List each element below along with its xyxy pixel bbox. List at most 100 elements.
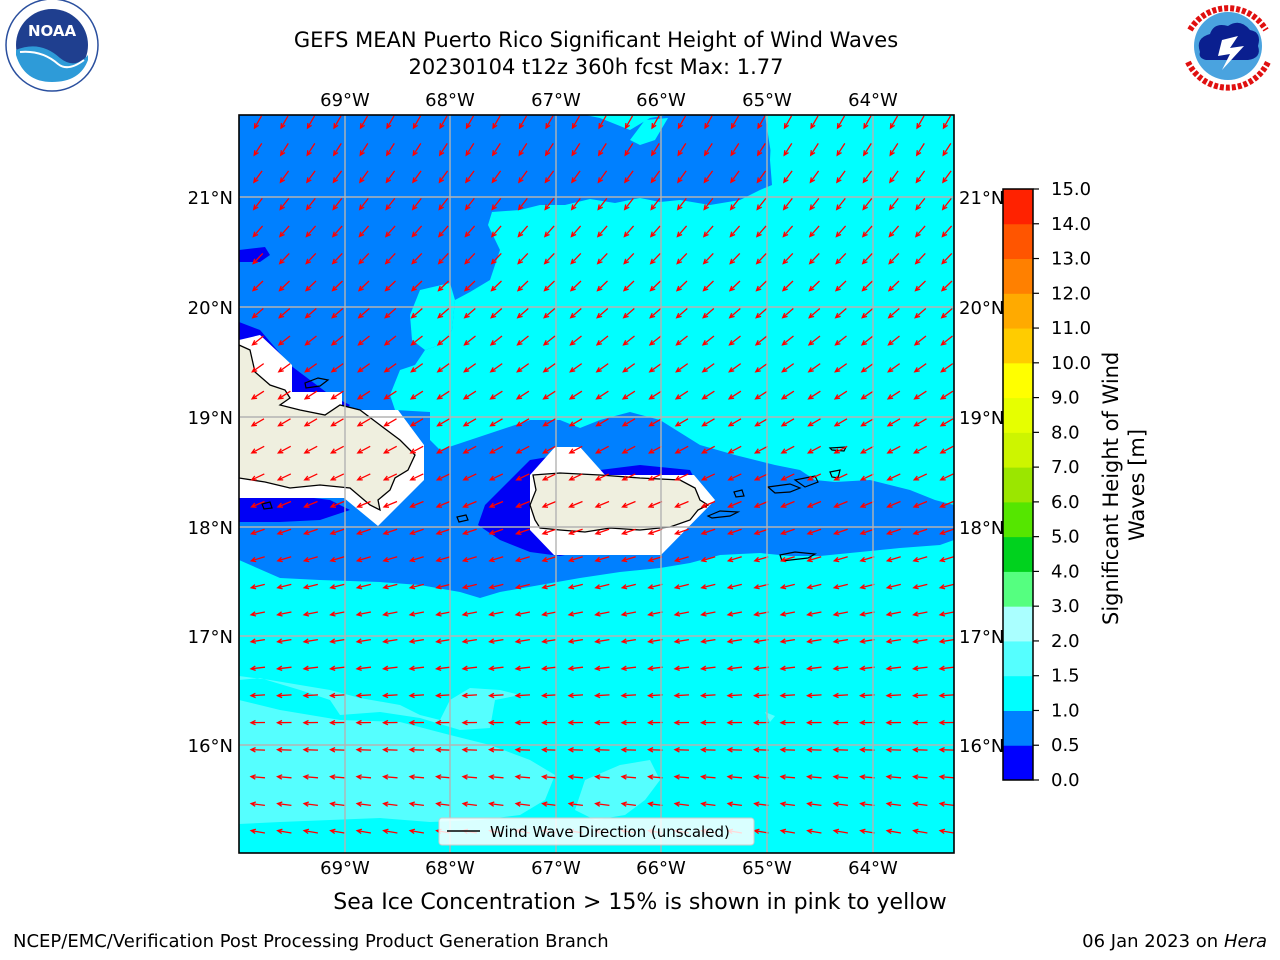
wind-wave-arrow xyxy=(435,500,451,508)
wind-wave-arrow xyxy=(357,363,371,373)
wind-wave-arrow xyxy=(253,143,263,157)
wind-wave-arrow xyxy=(276,611,292,617)
footer-machine: Hera xyxy=(1223,931,1267,952)
wind-wave-arrow xyxy=(412,170,422,184)
wind-wave-arrow xyxy=(885,774,902,780)
wind-wave-arrow xyxy=(276,747,292,753)
wind-wave-arrow xyxy=(302,801,318,807)
wind-wave-arrow xyxy=(647,747,663,753)
wind-wave-arrow xyxy=(885,665,902,672)
wind-wave-arrow xyxy=(488,500,504,508)
wind-wave-arrow xyxy=(755,308,768,319)
colorbar-segment xyxy=(1003,606,1033,642)
wind-wave-arrow xyxy=(541,774,557,780)
wind-wave-arrow xyxy=(942,143,952,157)
wind-wave-arrow xyxy=(438,143,448,157)
wind-wave-arrow xyxy=(355,719,372,726)
wind-wave-arrow xyxy=(780,390,795,400)
wind-wave-arrow xyxy=(541,500,557,508)
wind-wave-arrow xyxy=(859,528,875,536)
wind-wave-arrow xyxy=(834,308,847,319)
wind-wave-arrow xyxy=(408,692,425,699)
wind-wave-arrow xyxy=(569,363,583,373)
wind-wave-arrow xyxy=(515,390,530,400)
wind-wave-arrow xyxy=(781,363,795,373)
wind-wave-arrow xyxy=(490,252,502,265)
wind-wave-arrow xyxy=(252,225,264,238)
colorbar-tick-label: 13.0 xyxy=(1051,249,1091,270)
colorbar-tick-label: 9.0 xyxy=(1051,388,1080,409)
wind-wave-arrow xyxy=(357,280,370,292)
lon-label: 67°W xyxy=(531,90,581,111)
wind-wave-arrow xyxy=(622,363,636,373)
wind-wave-arrow xyxy=(859,473,875,481)
wind-wave-arrow xyxy=(304,363,318,373)
wind-wave-arrow xyxy=(938,638,954,644)
wind-wave-arrow xyxy=(567,692,584,699)
colorbar-tick-label: 12.0 xyxy=(1051,283,1091,304)
wind-wave-arrow xyxy=(779,583,795,590)
wind-wave-arrow xyxy=(886,418,901,427)
wind-wave-arrow xyxy=(540,692,557,699)
wind-wave-arrow xyxy=(515,445,530,454)
wind-wave-arrow xyxy=(489,335,503,346)
wind-wave-arrow xyxy=(304,335,317,346)
wind-wave-arrow xyxy=(836,170,846,184)
wind-wave-arrow xyxy=(249,692,266,699)
wind-wave-arrow xyxy=(383,390,397,400)
wind-wave-arrow xyxy=(832,774,849,780)
wind-wave-arrow xyxy=(410,335,423,346)
wind-wave-arrow xyxy=(514,692,531,699)
wind-wave-arrow xyxy=(779,528,795,536)
wind-wave-arrow xyxy=(355,828,372,835)
wind-wave-arrow xyxy=(728,335,741,346)
wind-wave-arrow xyxy=(756,170,767,184)
wind-wave-arrow xyxy=(461,556,477,563)
lon-label: 64°W xyxy=(848,90,898,111)
wind-wave-arrow xyxy=(488,774,504,780)
wind-wave-arrow xyxy=(569,280,582,292)
lon-label: 64°W xyxy=(848,858,898,879)
wind-wave-arrow xyxy=(359,143,369,157)
shallow-patch-north xyxy=(410,283,455,350)
wind-wave-arrow xyxy=(568,445,583,454)
wind-wave-arrow xyxy=(595,363,609,373)
colorbar-segment xyxy=(1003,710,1033,746)
wind-wave-arrow xyxy=(384,280,396,292)
wind-wave-arrow xyxy=(912,638,928,644)
wind-wave-arrow xyxy=(674,418,689,427)
wind-wave-arrow xyxy=(753,500,769,508)
wind-wave-arrow xyxy=(783,115,793,130)
lat-labels-right: 21°N 20°N 19°N 18°N 17°N 16°N xyxy=(959,188,1004,757)
wind-wave-arrow xyxy=(806,445,822,454)
wind-wave-arrow xyxy=(623,252,635,265)
wind-wave-arrow xyxy=(940,335,953,346)
wind-wave-arrow xyxy=(885,747,902,753)
colorbar-tick-label: 5.0 xyxy=(1051,527,1080,548)
wind-wave-arrow xyxy=(781,335,794,346)
wind-wave-arrow xyxy=(727,445,742,454)
wind-wave-arrow xyxy=(436,390,450,400)
lat-label: 17°N xyxy=(959,627,1004,648)
wind-wave-arrow xyxy=(647,528,663,536)
wind-wave-arrow xyxy=(410,363,424,373)
wind-wave-arrow xyxy=(275,665,292,672)
wind-wave-arrow xyxy=(649,252,661,265)
wind-wave-arrow xyxy=(465,115,475,130)
wind-wave-arrow xyxy=(832,611,849,617)
noaa-logo-text: NOAA xyxy=(28,22,77,40)
wind-wave-arrow xyxy=(809,170,820,184)
wind-wave-arrow xyxy=(889,170,899,184)
wind-wave-arrow xyxy=(302,828,319,835)
wind-wave-arrow xyxy=(701,418,715,427)
wind-wave-arrow xyxy=(938,583,954,590)
colorbar-tick-label: 10.0 xyxy=(1051,353,1091,374)
wind-wave-arrow xyxy=(435,774,451,780)
wind-wave-arrow xyxy=(329,556,345,563)
colorbar-tick-label: 3.0 xyxy=(1051,596,1080,617)
wind-wave-arrow xyxy=(885,692,902,699)
wind-wave-arrow xyxy=(515,500,530,508)
wind-wave-arrow xyxy=(251,363,265,373)
wind-wave-arrow xyxy=(911,665,928,672)
wind-wave-arrow xyxy=(567,665,584,672)
